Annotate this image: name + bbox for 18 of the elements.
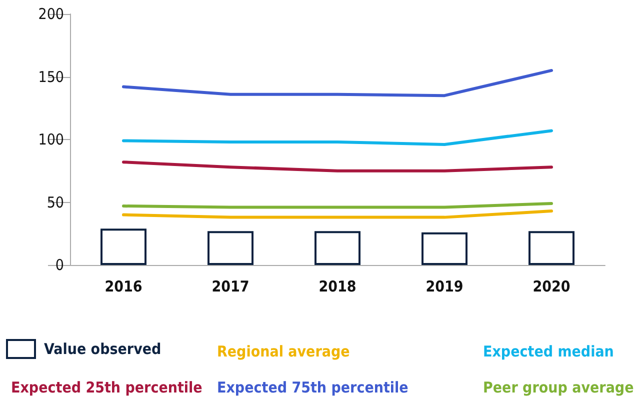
- y-tick-label: 150: [38, 68, 64, 86]
- line-series: [122, 68, 553, 98]
- line-series: [122, 129, 553, 146]
- text: Expected 75th percentile: [217, 378, 408, 396]
- y-tick-label: 100: [38, 130, 64, 148]
- x-tick-label: 2020: [532, 278, 570, 296]
- x-tick-label: 2017: [212, 278, 250, 296]
- y-tick-label: 0: [55, 256, 64, 274]
- x-tick-label: 2016: [104, 278, 142, 296]
- x-tick-label: 2019: [426, 278, 464, 296]
- text: Peer group average: [483, 378, 634, 396]
- y-tick-label: 200: [38, 5, 64, 23]
- y-tick-label: 50: [46, 193, 64, 212]
- text: Expected median: [483, 342, 614, 360]
- text: Expected 25th percentile: [11, 378, 202, 396]
- legend-label: Value observed: [44, 340, 162, 358]
- text: Regional average: [217, 342, 350, 360]
- x-tick-label: 2018: [318, 278, 356, 296]
